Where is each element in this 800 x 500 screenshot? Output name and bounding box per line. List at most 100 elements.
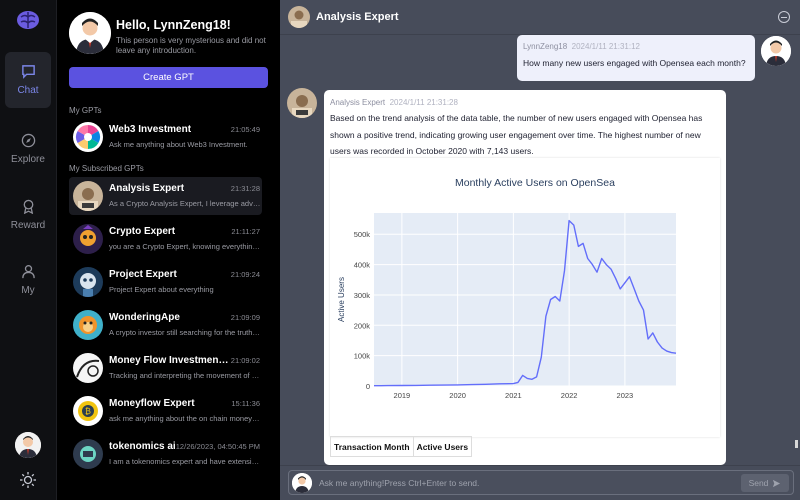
left-rail: Chat Explore Reward My — [0, 0, 57, 500]
rail-my-label: My — [21, 285, 35, 296]
chart-card: 0 100k 200k 300k 400k 500k 2019 2020 2021 2022 202… — [330, 158, 720, 437]
create-gpt-button[interactable]: Create GPT — [69, 67, 268, 88]
profile-greeting: Hello, LynnZeng18! — [116, 18, 231, 32]
rail-reward-label: Reward — [10, 220, 46, 231]
gpt-desc: Project Expert about everything — [109, 285, 214, 294]
svg-text:₿: ₿ — [85, 407, 91, 416]
gpt-desc: you are a Crypto Expert, knowing everyth… — [109, 242, 261, 251]
y-tick-label: 100k — [354, 352, 371, 361]
gpt-time: 15:11:36 — [231, 399, 260, 408]
input-user-avatar — [292, 473, 312, 493]
brain-logo-icon[interactable] — [16, 9, 40, 31]
y-tick-label: 400k — [354, 261, 371, 270]
x-tick-label: 2020 — [449, 391, 466, 400]
rail-chat[interactable]: Chat — [5, 52, 51, 108]
chat-gpt-avatar — [288, 6, 310, 28]
chat-scrollbar[interactable] — [795, 440, 798, 448]
bot-message-time: 2024/1/11 21:31:28 — [389, 98, 458, 107]
y-tick-label: 500k — [354, 230, 371, 239]
collapse-minus-icon[interactable] — [778, 11, 790, 23]
user-message-time: 2024/1/11 21:31:12 — [571, 42, 640, 51]
bot-message: Analysis Expert 2024/1/11 21:31:28 Based… — [324, 90, 726, 465]
gpt-item-analysis-expert[interactable]: Analysis Expert 21:31:28 As a Crypto Ana… — [69, 177, 262, 215]
user-avatar[interactable] — [15, 432, 41, 458]
x-tick-label: 2023 — [617, 391, 634, 400]
gpt-time: 21:31:28 — [230, 184, 260, 193]
gpt-item-crypto-expert[interactable]: Crypto Expert 21:11:27 you are a Crypto … — [69, 220, 262, 258]
gpt-name: Project Expert — [109, 269, 177, 280]
gpt-desc: As a Crypto Analysis Expert, I leverage … — [109, 199, 261, 208]
send-button[interactable]: Send — [741, 474, 789, 492]
chat-title: Analysis Expert — [316, 11, 399, 23]
gpt-desc: Ask me anything about Web3 Investment. — [109, 140, 248, 149]
user-message-text: How many new users engaged with Opensea … — [523, 58, 746, 68]
gpt-item-money-flow-investment[interactable]: Money Flow Investment Assistant 21:09:02… — [69, 349, 262, 387]
gpt-avatar-project — [73, 267, 103, 297]
message-box: Send — [288, 470, 794, 495]
chat-area: Analysis Expert LynnZeng18 2024/1/11 21:… — [280, 0, 800, 500]
rail-explore-label: Explore — [11, 154, 45, 165]
send-label: Send — [748, 478, 769, 488]
gpt-time: 21:11:27 — [231, 227, 260, 236]
gpt-time: 21:05:49 — [230, 125, 260, 134]
message-input[interactable] — [319, 475, 719, 491]
user-icon — [21, 265, 35, 279]
bot-message-meta: Analysis Expert 2024/1/11 21:31:28 — [330, 98, 720, 107]
user-message-avatar — [761, 36, 791, 66]
rail-chat-label: Chat — [17, 85, 39, 96]
gpt-name: Analysis Expert — [109, 183, 185, 194]
gpt-panel: Hello, LynnZeng18! This person is very m… — [57, 0, 325, 500]
gpt-item-web3-investment[interactable]: Web3 Investment 21:05:49 Ask me anything… — [69, 118, 262, 156]
y-axis-label: Active Users — [337, 277, 346, 322]
my-gpts-heading: My GPTs — [69, 106, 102, 115]
x-tick-label: 2022 — [561, 391, 578, 400]
profile-bio: This person is very mysterious and did n… — [116, 36, 266, 55]
chart-title: Monthly Active Users on OpenSea — [455, 177, 615, 189]
y-tick-label: 300k — [354, 291, 371, 300]
gpt-item-moneyflow-expert[interactable]: ₿ Moneyflow Expert 15:11:36 ask me anyth… — [69, 392, 262, 430]
gpt-avatar-money-flow — [73, 353, 103, 383]
gpt-item-project-expert[interactable]: Project Expert 21:09:24 Project Expert a… — [69, 263, 262, 301]
subscribed-gpts-heading: My Subscribed GPTs — [69, 164, 144, 173]
gpt-avatar-ape — [73, 310, 103, 340]
plot-background — [374, 213, 676, 386]
gpt-time: 21:09:24 — [230, 270, 260, 279]
gpt-time: 21:09:09 — [230, 313, 260, 322]
rail-explore[interactable]: Explore — [5, 121, 51, 177]
x-tick-label: 2021 — [505, 391, 522, 400]
user-message-author: LynnZeng18 — [523, 42, 568, 51]
chat-icon — [21, 65, 35, 79]
y-tick-label: 0 — [366, 382, 370, 391]
gpt-avatar-tokenomics — [73, 439, 103, 469]
bot-message-author: Analysis Expert — [330, 98, 386, 107]
input-bar: Send — [280, 465, 800, 500]
series-line — [373, 219, 677, 387]
gpt-name: WonderingApe — [109, 312, 180, 323]
gpt-name: Crypto Expert — [109, 226, 176, 237]
gpt-desc: Tracking and interpreting the movement o… — [109, 371, 261, 380]
active-users-chart: 0 100k 200k 300k 400k 500k 2019 2020 2021 2022 202… — [337, 177, 677, 400]
gpt-item-wonderingape[interactable]: WonderingApe 21:09:09 A crypto investor … — [69, 306, 262, 344]
rail-my[interactable]: My — [5, 252, 51, 308]
chat-header: Analysis Expert — [280, 0, 800, 35]
gpt-name: Web3 Investment — [109, 124, 192, 135]
profile-card: Hello, LynnZeng18! This person is very m… — [69, 12, 268, 62]
gpt-time: 21:09:02 — [230, 356, 260, 365]
gpt-desc: I am a tokenomics expert and have extens… — [109, 457, 261, 466]
gpt-name: Money Flow Investment Assistant — [109, 355, 229, 366]
gpt-name: Moneyflow Expert — [109, 398, 195, 409]
bot-message-avatar — [287, 88, 317, 118]
gpt-desc: ask me anything about the on chain money… — [109, 414, 261, 423]
gpt-desc: A crypto investor still searching for th… — [109, 328, 261, 337]
user-message: LynnZeng18 2024/1/11 21:31:12 How many n… — [517, 35, 755, 81]
user-message-meta: LynnZeng18 2024/1/11 21:31:12 — [523, 42, 749, 51]
theme-toggle-sun-icon[interactable] — [19, 471, 37, 489]
profile-avatar[interactable] — [69, 12, 111, 54]
y-tick-label: 200k — [354, 321, 371, 330]
rail-reward[interactable]: Reward — [5, 187, 51, 243]
table-header-month: Transaction Month — [331, 437, 414, 456]
gpt-item-tokenomics-ai[interactable]: tokenomics ai 12/26/2023, 04:50:45 PM I … — [69, 435, 262, 473]
gpt-avatar-web3 — [73, 122, 103, 152]
send-arrow-icon — [773, 479, 781, 487]
x-tick-label: 2019 — [394, 391, 411, 400]
